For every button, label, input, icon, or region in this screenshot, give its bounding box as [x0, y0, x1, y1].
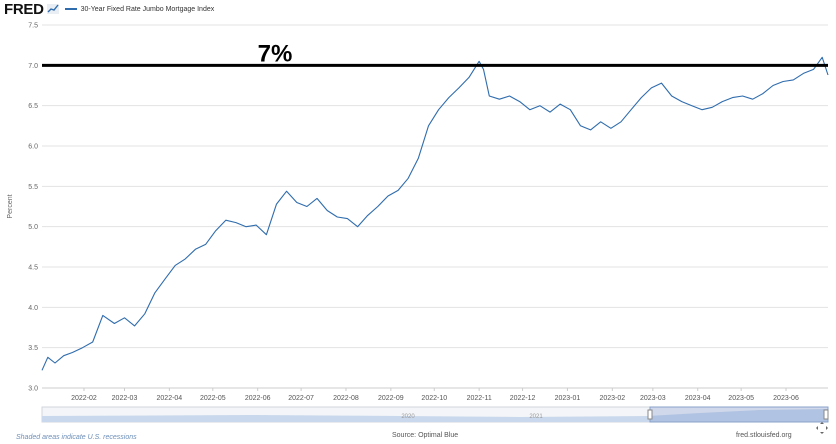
x-tick-label: 2022-03 — [112, 395, 138, 402]
chart-header: FRED 30-Year Fixed Rate Jumbo Mortgage I… — [4, 0, 214, 18]
x-tick-label: 2022-02 — [71, 395, 97, 402]
x-tick-label: 2022-12 — [510, 395, 536, 402]
y-tick-label: 6.0 — [28, 144, 38, 151]
range-slider-year-label: 2020 — [401, 414, 415, 420]
range-slider-sparkline — [42, 409, 828, 422]
y-tick-label: 4.0 — [28, 305, 38, 312]
site-link[interactable]: fred.stlouisfed.org — [736, 432, 792, 439]
y-tick-label: 3.0 — [28, 386, 38, 393]
y-tick-label: 5.0 — [28, 224, 38, 231]
x-tick-label: 2022-04 — [157, 395, 183, 402]
y-tick-label: 6.5 — [28, 103, 38, 110]
legend-series-title: 30-Year Fixed Rate Jumbo Mortgage Index — [80, 5, 215, 13]
source-text: Source: Optimal Blue — [392, 432, 459, 439]
x-tick-label: 2023-03 — [640, 395, 666, 402]
x-tick-label: 2022-08 — [333, 395, 359, 402]
x-tick-label: 2023-06 — [773, 395, 799, 402]
x-tick-label: 2023-04 — [685, 395, 711, 402]
legend-line-swatch — [64, 8, 77, 10]
x-tick-label: 2022-09 — [378, 395, 404, 402]
fred-logo[interactable]: FRED — [4, 0, 44, 18]
y-axis-label: Percent — [7, 194, 14, 218]
recession-note: Shaded areas indicate U.S. recessions — [16, 434, 137, 441]
y-tick-label: 4.5 — [28, 265, 38, 272]
y-tick-label: 5.5 — [28, 184, 38, 191]
range-slider-handle-left — [647, 409, 653, 420]
chart-line-icon — [46, 4, 59, 14]
y-tick-label: 7.0 — [28, 63, 38, 70]
x-tick-label: 2022-07 — [288, 395, 314, 402]
range-slider-selection — [649, 406, 829, 423]
x-tick-label: 2022-05 — [200, 395, 226, 402]
x-tick-label: 2023-05 — [728, 395, 754, 402]
y-tick-label: 3.5 — [28, 345, 38, 352]
range-slider-handle-right — [823, 409, 829, 420]
x-tick-label: 2023-02 — [599, 395, 625, 402]
series-line — [41, 56, 829, 371]
expand-icon[interactable] — [816, 422, 828, 434]
seven-percent-label: 7% — [258, 40, 293, 67]
x-tick-label: 2023-01 — [555, 395, 581, 402]
x-tick-label: 2022-06 — [245, 395, 271, 402]
x-tick-label: 2022-11 — [467, 395, 492, 402]
range-slider-year-label: 2021 — [529, 414, 543, 420]
y-tick-label: 7.5 — [28, 23, 38, 30]
x-tick-label: 2022-10 — [421, 395, 447, 402]
